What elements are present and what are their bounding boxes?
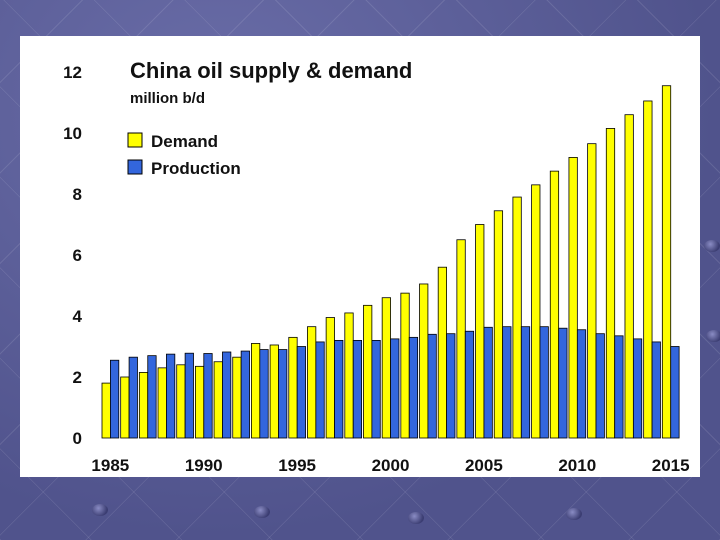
bar-demand-1986 <box>120 376 130 439</box>
bars <box>101 85 680 439</box>
legend-label-production: Production <box>151 159 241 178</box>
x-tick-label: 2015 <box>652 456 690 475</box>
bar-production-2009 <box>558 327 568 439</box>
bar-demand-1998 <box>344 312 354 439</box>
bar-production-2006 <box>502 326 512 439</box>
chart-subtitle: million b/d <box>130 90 205 107</box>
background-dot <box>704 240 720 252</box>
bar-production-1990 <box>203 353 213 439</box>
x-tick-label: 2005 <box>465 456 503 475</box>
bar-production-1998 <box>352 339 363 439</box>
bar-demand-2009 <box>549 170 560 439</box>
y-tick-label: 12 <box>63 63 82 82</box>
chart-title: China oil supply & demand <box>130 58 412 83</box>
legend-swatch-production <box>127 159 143 175</box>
bar-demand-2000 <box>381 297 391 439</box>
bar-demand-2002 <box>419 283 429 439</box>
bar-production-1996 <box>315 341 325 439</box>
bar-demand-2014 <box>643 100 653 439</box>
legend-swatch-demand <box>127 132 143 148</box>
x-axis-ticks: 1985 1990 1995 2000 2005 2010 2015 <box>91 456 689 475</box>
chart-card: China oil supply & demand million b/d De… <box>20 36 700 477</box>
bar-production-1986 <box>128 356 138 439</box>
bar-demand-2015 <box>661 85 672 439</box>
bar-demand-1996 <box>307 326 317 439</box>
bar-demand-1994 <box>269 344 279 439</box>
bar-demand-1991 <box>213 361 223 439</box>
background-dot <box>254 506 270 518</box>
bar-production-1988 <box>166 353 176 439</box>
bar-demand-1999 <box>363 304 373 439</box>
bar-demand-2008 <box>531 184 541 439</box>
bar-production-2011 <box>595 333 605 439</box>
bar-demand-1995 <box>288 336 298 439</box>
bar-demand-1988 <box>157 367 167 439</box>
bar-production-2003 <box>446 333 456 439</box>
bar-production-1991 <box>222 351 232 439</box>
bar-production-1989 <box>184 352 194 439</box>
chart: China oil supply & demand million b/d De… <box>63 58 689 475</box>
bar-demand-1987 <box>138 372 149 439</box>
bar-production-2000 <box>390 338 400 439</box>
y-tick-label: 4 <box>73 307 83 326</box>
y-axis-ticks: 0 2 4 6 8 10 12 <box>63 63 82 448</box>
bar-demand-1993 <box>251 343 261 439</box>
bar-demand-2004 <box>456 239 466 439</box>
bar-demand-2012 <box>605 128 616 439</box>
bar-demand-1989 <box>176 364 186 439</box>
bar-demand-1997 <box>325 317 335 439</box>
y-tick-label: 10 <box>63 124 82 143</box>
bar-demand-2010 <box>568 157 578 439</box>
bar-demand-2007 <box>512 196 522 439</box>
bar-production-2015 <box>670 346 680 439</box>
background-dot <box>92 504 108 516</box>
bar-production-2014 <box>651 341 661 439</box>
bar-production-2012 <box>614 335 624 439</box>
x-tick-label: 2010 <box>558 456 596 475</box>
bar-production-1995 <box>296 346 306 439</box>
bar-production-2013 <box>632 338 643 439</box>
x-tick-label: 2000 <box>372 456 410 475</box>
background-dot <box>408 512 424 524</box>
bar-demand-2011 <box>587 143 597 439</box>
legend-label-demand: Demand <box>151 132 218 151</box>
y-tick-label: 8 <box>73 185 82 204</box>
bar-demand-1985 <box>101 382 111 439</box>
bar-production-2010 <box>576 329 587 439</box>
bar-production-2004 <box>464 330 475 439</box>
bar-production-2008 <box>539 326 549 439</box>
bar-demand-1990 <box>194 365 205 439</box>
bar-production-1993 <box>259 349 269 439</box>
bar-demand-2013 <box>624 114 634 439</box>
bar-demand-1992 <box>232 356 242 439</box>
bar-production-2007 <box>520 326 531 439</box>
background-dot <box>566 508 582 520</box>
bar-demand-2003 <box>437 266 447 439</box>
bar-production-1994 <box>278 349 288 439</box>
background-dot <box>706 330 720 342</box>
bar-demand-2005 <box>475 224 485 439</box>
bar-production-1997 <box>334 339 344 439</box>
bar-production-2005 <box>483 326 493 439</box>
y-tick-label: 2 <box>73 368 82 387</box>
bar-production-1999 <box>371 339 381 439</box>
bar-production-1992 <box>240 350 250 439</box>
bar-production-1985 <box>110 359 120 439</box>
x-tick-label: 1995 <box>278 456 316 475</box>
bar-demand-2001 <box>400 292 410 439</box>
bar-demand-2006 <box>493 210 504 439</box>
bar-production-2002 <box>427 333 437 439</box>
x-tick-label: 1990 <box>185 456 223 475</box>
y-tick-label: 0 <box>73 429 82 448</box>
bar-production-2001 <box>408 336 419 439</box>
x-tick-label: 1985 <box>91 456 129 475</box>
y-tick-label: 6 <box>73 246 82 265</box>
bar-production-1987 <box>147 355 157 439</box>
